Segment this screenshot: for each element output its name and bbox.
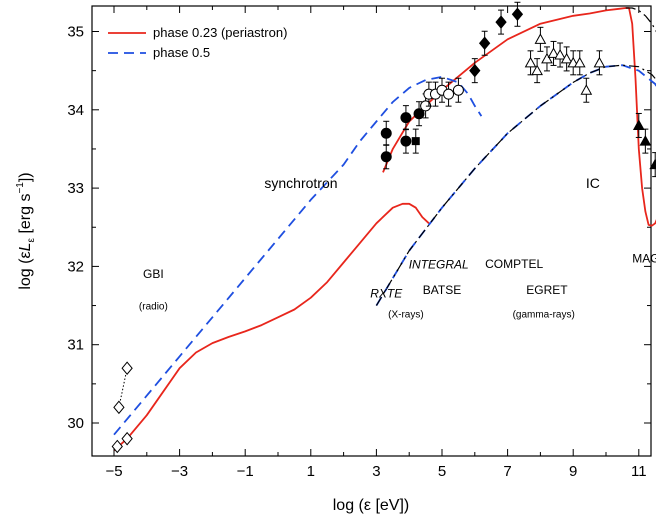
data-point (400, 135, 412, 147)
data-points-group (111, 1, 656, 454)
data-point (121, 431, 133, 446)
y-tick-label: 35 (67, 24, 84, 41)
annotation-label: EGRET (526, 283, 568, 297)
data-point (111, 439, 123, 454)
data-point (524, 56, 537, 68)
annotation-label: BATSE (423, 283, 461, 297)
data-point (560, 52, 573, 64)
annotation-label: synchrotron (264, 175, 337, 191)
series-line (113, 202, 430, 452)
y-tick-label: 32 (67, 258, 84, 275)
data-point (411, 137, 420, 146)
series-line (375, 64, 656, 306)
legend-label: phase 0.23 (periastron) (153, 25, 287, 40)
data-point (639, 135, 652, 146)
annotation-label: (X-rays) (388, 309, 424, 320)
data-point (573, 56, 586, 68)
x-tick-label: 11 (631, 463, 647, 480)
y-tick-label: 34 (67, 102, 84, 119)
data-point (380, 151, 392, 163)
data-point (469, 63, 481, 78)
x-tick-label: 1 (307, 463, 315, 480)
data-link (118, 368, 128, 408)
data-point (380, 127, 392, 139)
annotation-label: INTEGRAL (409, 258, 469, 272)
data-point (541, 52, 553, 64)
data-point (511, 7, 524, 22)
x-tick-label: −5 (105, 463, 122, 480)
data-point (452, 84, 464, 96)
annotation-label: MAGIC (632, 251, 656, 265)
x-tick-label: 5 (438, 463, 446, 480)
y-tick-label: 31 (67, 337, 84, 354)
data-point (495, 15, 507, 29)
x-tick-label: −3 (171, 463, 188, 480)
series-line (382, 7, 656, 227)
data-point (554, 48, 566, 60)
y-tick-label: 30 (67, 415, 84, 432)
series-group (113, 7, 656, 452)
annotation-label: COMPTEL (485, 257, 543, 271)
series-line (113, 76, 483, 436)
data-point (400, 112, 412, 124)
x-tick-label: 3 (372, 463, 380, 480)
data-point (649, 158, 656, 170)
data-point (531, 64, 543, 76)
annotation-label: (gamma-rays) (513, 309, 575, 320)
data-point (534, 33, 547, 44)
data-point (547, 47, 560, 58)
x-tick-label: 7 (503, 463, 511, 480)
annotation-label: IC (586, 175, 600, 191)
data-point (593, 56, 606, 68)
y-tick-label: 33 (67, 180, 84, 197)
legend-label: phase 0.5 (153, 45, 210, 60)
data-point (121, 361, 133, 375)
data-point (478, 36, 491, 51)
data-point (413, 108, 425, 120)
annotation-label: GBI (143, 267, 164, 281)
plot-frame (91, 5, 652, 457)
data-point (580, 84, 593, 95)
y-axis-label: log (εLε [erg s−1]) (15, 172, 37, 289)
x-axis-label: log (ε [eV]) (333, 497, 410, 514)
annotations-group: synchrotron IC GBI (radio) INTEGRAL RXTE BATSE… (139, 175, 656, 320)
x-tick-label: 9 (569, 463, 577, 480)
annotation-label: RXTE (370, 287, 403, 301)
series-line (625, 7, 656, 33)
data-point (632, 119, 645, 130)
data-point (113, 400, 125, 415)
annotation-label: (radio) (139, 301, 168, 312)
data-point (443, 88, 455, 100)
x-tick-label: −1 (237, 463, 254, 480)
legend: phase 0.23 (periastron) phase 0.5 (108, 25, 287, 60)
